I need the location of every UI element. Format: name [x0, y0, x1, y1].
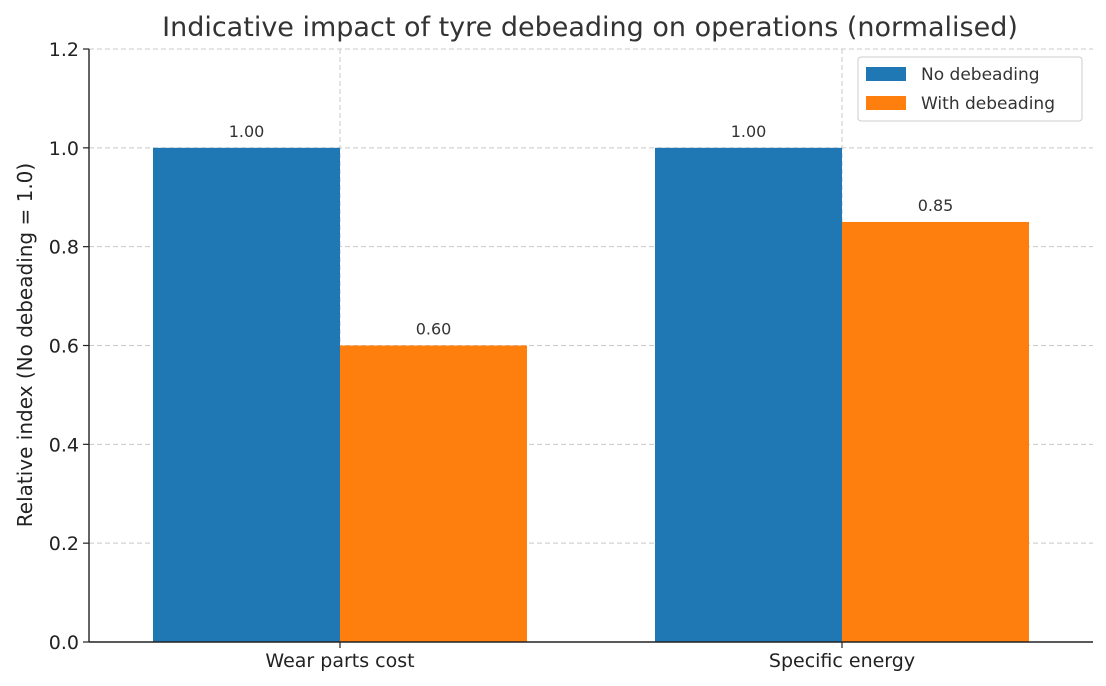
- legend-frame: [857, 56, 1083, 122]
- x-tick-label: Wear parts cost: [265, 650, 414, 672]
- y-tick-label: 0.2: [49, 533, 79, 555]
- y-tick-label: 1.0: [49, 138, 79, 160]
- bar-with-debeading: [340, 345, 527, 642]
- data-label-with-debeading: 0.60: [416, 320, 452, 339]
- legend-swatch-no-debeading: [866, 67, 906, 81]
- bar-no-debeading: [153, 147, 340, 643]
- y-tick-label: 0.4: [49, 434, 79, 456]
- x-axis-ticks: Wear parts cost Specific energy: [265, 642, 915, 672]
- chart-title: Indicative impact of tyre debeading on o…: [162, 12, 1018, 43]
- y-tick-label: 1.2: [49, 39, 79, 61]
- y-tick-label: 0.0: [49, 632, 79, 654]
- data-label-layer: 1.00 1.00 0.60 0.85: [229, 122, 954, 339]
- y-axis-label: Relative index (No debeading = 1.0): [13, 163, 37, 527]
- data-label-no-debeading: 1.00: [229, 122, 265, 141]
- bar-with-debeading: [842, 221, 1029, 643]
- data-label-no-debeading: 1.00: [731, 122, 767, 141]
- legend-label-no-debeading: No debeading: [921, 65, 1040, 85]
- bar-no-debeading: [655, 147, 842, 643]
- legend-label-with-debeading: With debeading: [921, 94, 1055, 114]
- x-tick-label: Specific energy: [769, 650, 915, 672]
- y-tick-label: 0.8: [49, 237, 79, 259]
- legend: No debeading With debeading: [857, 56, 1083, 122]
- bar-layer: [153, 147, 1029, 643]
- y-tick-label: 0.6: [49, 336, 79, 358]
- data-label-with-debeading: 0.85: [918, 196, 954, 215]
- y-axis-ticks: 0.0 0.2 0.4 0.6 0.8 1.0 1.2: [49, 39, 89, 654]
- legend-swatch-with-debeading: [866, 96, 906, 110]
